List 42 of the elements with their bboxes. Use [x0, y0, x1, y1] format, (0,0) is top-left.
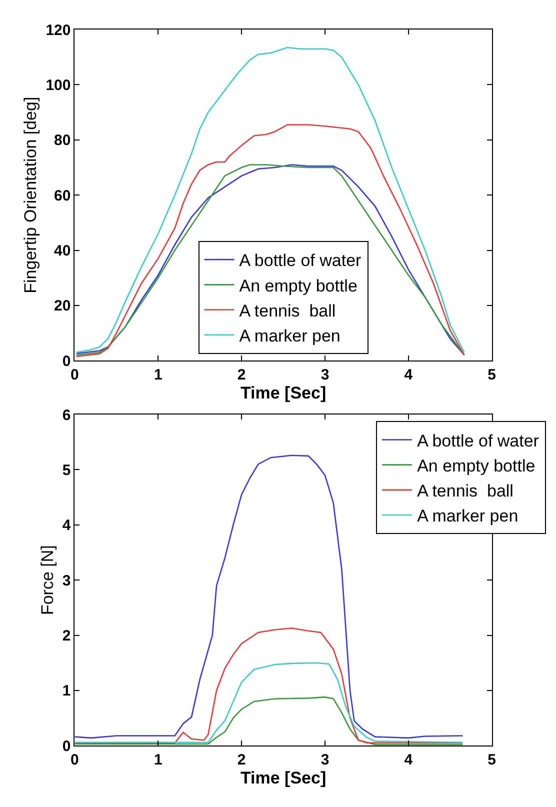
y-tick-label: 20 — [54, 298, 71, 315]
y-axis-title: Force [N] — [38, 545, 57, 616]
legend-label: A marker pen — [239, 326, 340, 346]
x-tick-label: 3 — [320, 366, 330, 384]
y-tick-label: 40 — [54, 242, 71, 260]
legend-label: An empty bottle — [417, 456, 536, 476]
x-tick-label: 2 — [237, 366, 246, 384]
x-axis-title: Time [Sec] — [240, 384, 326, 403]
legend-label: A tennis ball — [239, 301, 336, 320]
legend-label: A bottle of water — [239, 251, 362, 270]
line-series — [76, 46, 465, 354]
x-tick-label: 5 — [488, 752, 496, 769]
legend-label: A tennis ball — [417, 482, 514, 501]
y-tick-label: 4 — [62, 517, 72, 534]
y-tick-label: 60 — [54, 187, 71, 204]
y-tick-label: 6 — [62, 406, 71, 424]
x-tick-label: 2 — [237, 752, 246, 769]
x-tick-label: 1 — [154, 366, 162, 384]
line-series — [74, 696, 464, 746]
x-tick-label: 3 — [320, 752, 330, 769]
line-series — [74, 627, 464, 744]
y-tick-label: 80 — [54, 132, 71, 150]
x-tick-label: 5 — [488, 366, 496, 384]
line-series — [76, 124, 465, 358]
y-tick-label: 0 — [62, 352, 71, 370]
y-tick-label: 1 — [62, 682, 71, 700]
y-tick-label: 3 — [62, 572, 71, 590]
x-tick-label: 4 — [404, 752, 414, 769]
y-tick-label: 120 — [46, 22, 71, 39]
y-tick-label: 0 — [62, 738, 71, 755]
legend-label: A bottle of water — [417, 431, 540, 450]
y-tick-label: 5 — [62, 462, 71, 479]
y-tick-label: 100 — [46, 76, 71, 94]
x-tick-label: 1 — [154, 752, 162, 769]
line-series — [74, 662, 464, 743]
y-tick-label: 2 — [62, 628, 71, 645]
y-axis-title: Fingertip Orientation [deg] — [21, 96, 40, 294]
legend-label: A marker pen — [417, 506, 518, 526]
x-axis-title: Time [Sec] — [240, 768, 326, 788]
x-tick-label: 4 — [404, 366, 414, 384]
line-series — [76, 164, 465, 356]
legend-label: An empty bottle — [239, 276, 358, 296]
